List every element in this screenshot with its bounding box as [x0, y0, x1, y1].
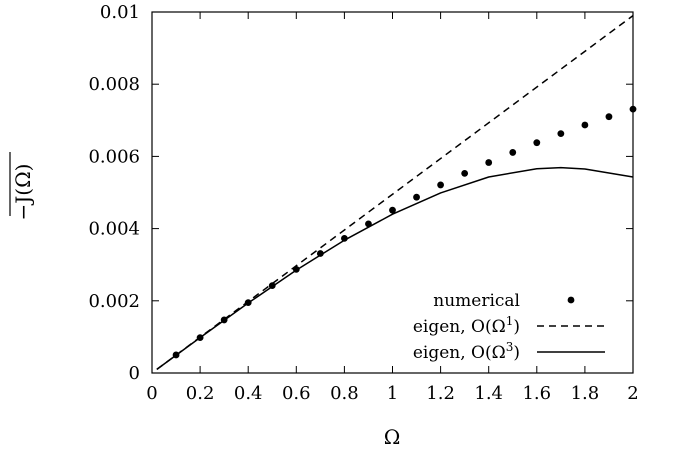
- x-tick-label: 0.6: [282, 383, 311, 404]
- x-tick-label: 1.2: [426, 383, 455, 404]
- series-layer: [156, 14, 637, 371]
- x-tick-label: 1: [387, 383, 398, 404]
- legend-label-main: eigen, O(Ω: [413, 317, 506, 337]
- numerical-data-point: [581, 121, 589, 129]
- legend-label: eigen, O(Ω1): [413, 314, 520, 337]
- numerical-data-point: [316, 250, 324, 257]
- y-tick-label: 0.008: [88, 74, 140, 95]
- legend-label-superscript: 3: [506, 340, 514, 354]
- numerical-data-point: [437, 181, 444, 189]
- x-tick-label: 0.8: [330, 383, 359, 404]
- x-axis-label: Ω: [384, 425, 401, 449]
- x-tick-label: 2: [627, 383, 638, 404]
- legend-sample-point: [567, 296, 575, 304]
- numerical-data-point: [461, 169, 469, 177]
- numerical-data-point: [629, 105, 637, 113]
- numerical-data-point: [485, 159, 493, 166]
- y-tick-label: 0: [129, 363, 140, 384]
- y-axis-ticks: 0 0.002 0.004 0.006 0.008 0.01: [88, 2, 633, 384]
- legend-label-suffix: ): [513, 343, 520, 363]
- numerical-data-point: [413, 193, 420, 201]
- y-tick-label: 0.01: [100, 2, 140, 23]
- numerical-data-point: [605, 113, 613, 121]
- eigen-third-order-line: [156, 166, 634, 371]
- y-axis-label: −J(Ω): [11, 164, 35, 221]
- x-tick-label: 0: [146, 383, 157, 404]
- x-tick-label: 1.4: [474, 383, 503, 404]
- numerical-data-point: [509, 149, 517, 156]
- numerical-data-point: [389, 206, 396, 214]
- numerical-data-point: [557, 130, 565, 138]
- legend-label-main: eigen, O(Ω: [413, 343, 506, 363]
- legend-label: eigen, O(Ω3): [413, 340, 520, 363]
- legend-label: numerical: [433, 291, 520, 311]
- eigen-first-order-line: [156, 14, 634, 371]
- y-tick-label: 0.004: [88, 219, 140, 240]
- x-tick-label: 0.2: [186, 383, 215, 404]
- x-tick-label: 1.8: [571, 383, 600, 404]
- y-tick-label: 0.006: [88, 146, 140, 167]
- y-axis-label-group: −J(Ω): [9, 152, 35, 221]
- legend-label-superscript: 1: [506, 314, 514, 328]
- x-tick-label: 1.6: [522, 383, 551, 404]
- x-axis-ticks: 0 0.2 0.4 0.6 0.8 1 1.2 1.4 1.6 1.8 2: [146, 12, 639, 404]
- x-tick-label: 0.4: [234, 383, 263, 404]
- numerical-data-point: [533, 139, 541, 147]
- legend-label-suffix: ): [513, 317, 520, 337]
- legend-label-main: numerical: [433, 291, 520, 311]
- y-tick-label: 0.002: [88, 291, 140, 312]
